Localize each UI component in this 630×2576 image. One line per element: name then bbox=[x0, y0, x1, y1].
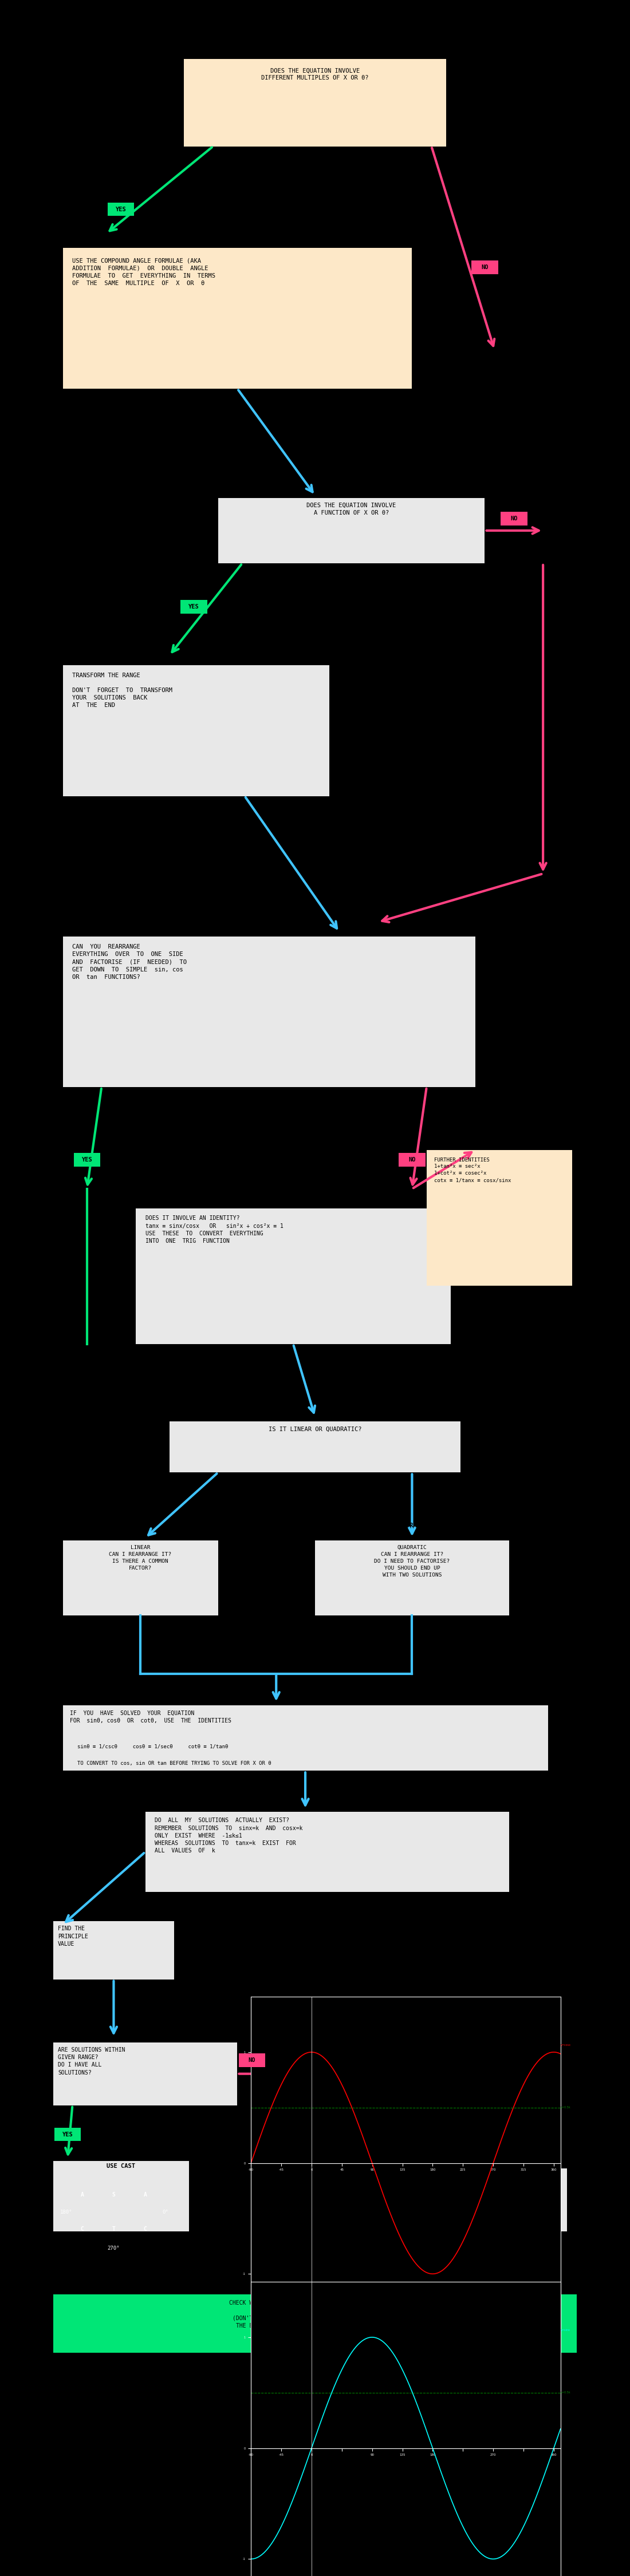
Text: FIND THE
PRINCIPLE
VALUE: FIND THE PRINCIPLE VALUE bbox=[58, 1927, 88, 1947]
FancyBboxPatch shape bbox=[63, 1540, 218, 1615]
FancyBboxPatch shape bbox=[53, 1922, 175, 1978]
FancyBboxPatch shape bbox=[63, 247, 412, 389]
Text: NO: NO bbox=[481, 265, 488, 270]
Text: FURTHER IDENTITIES
1+tan²x ≡ sec²x
1+cot²x ≡ cosec²x
cotx ≡ 1/tanx ≡ cosx/sinx: FURTHER IDENTITIES 1+tan²x ≡ sec²x 1+cot… bbox=[434, 1157, 511, 1182]
Text: QUADRATIC: QUADRATIC bbox=[397, 1522, 427, 1528]
FancyBboxPatch shape bbox=[53, 2295, 577, 2352]
Text: 0°: 0° bbox=[162, 2210, 168, 2215]
Text: LINEAR: LINEAR bbox=[130, 1522, 151, 1528]
Text: ARE SOLUTIONS WITHIN
GIVEN RANGE?
DO I HAVE ALL
SOLUTIONS?: ARE SOLUTIONS WITHIN GIVEN RANGE? DO I H… bbox=[58, 2048, 125, 2076]
Text: DO  ALL  MY  SOLUTIONS  ACTUALLY  EXIST?
REMEMBER  SOLUTIONS  TO  sinx=k  AND  c: DO ALL MY SOLUTIONS ACTUALLY EXIST? REME… bbox=[155, 1819, 303, 1855]
Text: LINEAR
CAN I REARRANGE IT?
IS THERE A COMMON
FACTOR?: LINEAR CAN I REARRANGE IT? IS THERE A CO… bbox=[109, 1546, 171, 1571]
FancyBboxPatch shape bbox=[239, 2053, 265, 2066]
FancyBboxPatch shape bbox=[184, 59, 446, 147]
Text: TO CONVERT TO cos, sin OR tan BEFORE TRYING TO SOLVE FOR X OR θ: TO CONVERT TO cos, sin OR tan BEFORE TRY… bbox=[77, 1762, 272, 1767]
FancyBboxPatch shape bbox=[315, 1540, 509, 1615]
FancyBboxPatch shape bbox=[145, 1811, 509, 1891]
Text: YES: YES bbox=[115, 206, 126, 211]
Text: USE THE COMPOUND ANGLE FORMULAE (AKA
ADDITION  FORMULAE)  OR  DOUBLE  ANGLE
FORM: USE THE COMPOUND ANGLE FORMULAE (AKA ADD… bbox=[72, 258, 215, 286]
Text: T: T bbox=[112, 2226, 115, 2231]
Text: DOES IT INVOLVE AN IDENTITY?
tanx ≡ sinx/cosx   OR   sin²x + cos²x ≡ 1
USE  THES: DOES IT INVOLVE AN IDENTITY? tanx ≡ sinx… bbox=[145, 1216, 283, 1244]
Text: 270°: 270° bbox=[108, 2246, 120, 2251]
Text: C: C bbox=[81, 2226, 84, 2231]
Text: NO: NO bbox=[248, 2058, 256, 2063]
FancyBboxPatch shape bbox=[53, 2161, 189, 2231]
FancyBboxPatch shape bbox=[135, 1208, 451, 1345]
Text: A: A bbox=[144, 2192, 147, 2197]
Text: DOES THE EQUATION INVOLVE
DIFFERENT MULTIPLES OF X OR θ?: DOES THE EQUATION INVOLVE DIFFERENT MULT… bbox=[261, 67, 369, 80]
Text: YES: YES bbox=[188, 603, 199, 611]
Text: NO: NO bbox=[408, 1157, 416, 1162]
Text: CAN  YOU  REARRANGE
EVERYTHING  OVER  TO  ONE  SIDE
AND  FACTORISE  (IF  NEEDED): CAN YOU REARRANGE EVERYTHING OVER TO ONE… bbox=[72, 943, 187, 979]
FancyBboxPatch shape bbox=[218, 497, 485, 564]
Text: SKETCH THE GRAPH

USE YOUR KNOWLEDGE OF GRAPH
SYMMETRIES AND PERIODICITY TO
FIND: SKETCH THE GRAPH USE YOUR KNOWLEDGE OF G… bbox=[259, 2174, 357, 2210]
Text: IF  YOU  HAVE  SOLVED  YOUR  EQUATION
FOR  sinθ, cosθ  OR  cotθ,  USE  THE  IDEN: IF YOU HAVE SOLVED YOUR EQUATION FOR sin… bbox=[70, 1710, 231, 1723]
FancyBboxPatch shape bbox=[63, 1705, 548, 1770]
Text: NO: NO bbox=[510, 515, 517, 520]
Text: 180°: 180° bbox=[60, 2210, 72, 2215]
FancyBboxPatch shape bbox=[53, 2043, 238, 2105]
FancyBboxPatch shape bbox=[108, 204, 134, 216]
Text: sinθ ≡ 1/cscθ     cosθ ≡ 1/secθ     cotθ ≡ 1/tanθ: sinθ ≡ 1/cscθ cosθ ≡ 1/secθ cotθ ≡ 1/tan… bbox=[77, 1744, 228, 1749]
FancyBboxPatch shape bbox=[252, 2169, 567, 2231]
FancyBboxPatch shape bbox=[63, 938, 475, 1087]
Text: DOES THE EQUATION INVOLVE
A FUNCTION OF X OR θ?: DOES THE EQUATION INVOLVE A FUNCTION OF … bbox=[307, 502, 396, 515]
Text: USE CAST: USE CAST bbox=[106, 2164, 135, 2169]
Text: S: S bbox=[112, 2192, 115, 2197]
Text: YES: YES bbox=[62, 2130, 73, 2138]
FancyBboxPatch shape bbox=[180, 600, 207, 613]
FancyBboxPatch shape bbox=[501, 513, 527, 526]
FancyBboxPatch shape bbox=[54, 2128, 81, 2141]
Text: CHECK WHETHER YOU HAVE FOUND ALL SOLUTIONS AND THAT
THEY ARE WITHIN THE GIVEN RA: CHECK WHETHER YOU HAVE FOUND ALL SOLUTIO… bbox=[229, 2300, 401, 2329]
FancyBboxPatch shape bbox=[63, 665, 329, 796]
Text: IS IT LINEAR OR QUADRATIC?: IS IT LINEAR OR QUADRATIC? bbox=[268, 1427, 362, 1432]
FancyBboxPatch shape bbox=[74, 1154, 100, 1167]
FancyBboxPatch shape bbox=[427, 1149, 572, 1285]
FancyBboxPatch shape bbox=[399, 1154, 425, 1167]
FancyBboxPatch shape bbox=[169, 1422, 461, 1473]
FancyBboxPatch shape bbox=[471, 260, 498, 273]
Text: TRANSFORM THE RANGE

DON'T  FORGET  TO  TRANSFORM
YOUR  SOLUTIONS  BACK
AT  THE : TRANSFORM THE RANGE DON'T FORGET TO TRAN… bbox=[72, 672, 173, 708]
Text: QUADRATIC
CAN I REARRANGE IT?
DO I NEED TO FACTORISE?
YOU SHOULD END UP
WITH TWO: QUADRATIC CAN I REARRANGE IT? DO I NEED … bbox=[374, 1546, 450, 1577]
Text: C: C bbox=[144, 2226, 147, 2231]
Text: A: A bbox=[81, 2192, 84, 2197]
Text: YES: YES bbox=[82, 1157, 93, 1162]
